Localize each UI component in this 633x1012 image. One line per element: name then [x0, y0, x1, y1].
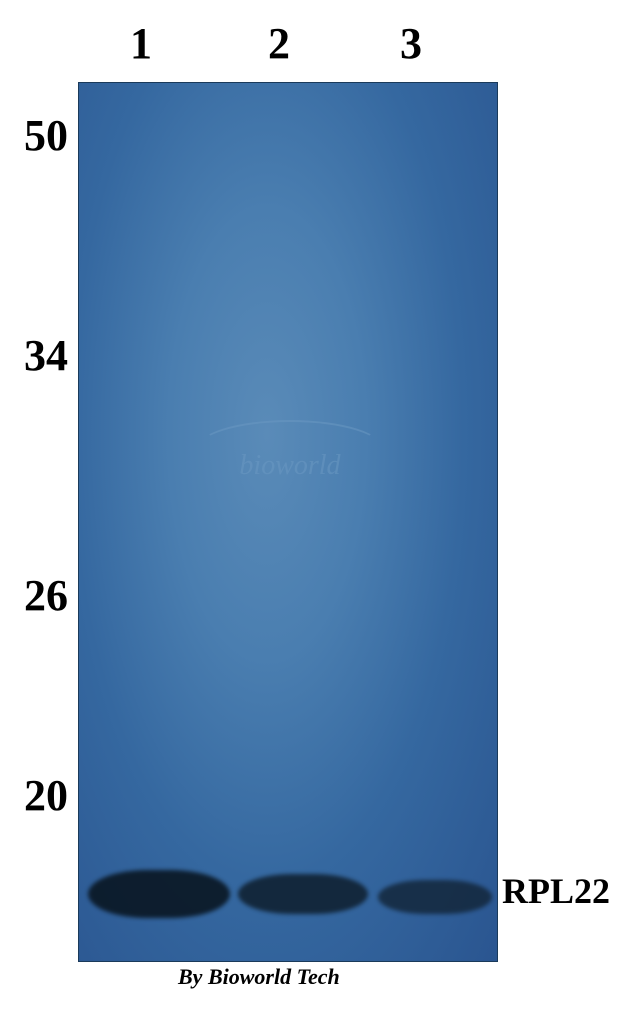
- attribution-text: By Bioworld Tech: [178, 964, 340, 990]
- mw-marker-50: 50: [8, 110, 68, 161]
- mw-marker-26: 26: [8, 570, 68, 621]
- blot-membrane: bioworld: [78, 82, 498, 962]
- band-lane-3: [378, 880, 492, 914]
- western-blot-figure: 1 2 3 50 34 26 20 bioworld RPL22 By Biow…: [0, 0, 633, 1012]
- band-lane-1: [88, 870, 230, 918]
- lane-label-2: 2: [268, 18, 290, 69]
- protein-label: RPL22: [502, 870, 610, 912]
- lane-label-3: 3: [400, 18, 422, 69]
- mw-marker-20: 20: [8, 770, 68, 821]
- blot-background: [78, 82, 498, 962]
- lane-label-1: 1: [130, 18, 152, 69]
- mw-marker-34: 34: [8, 330, 68, 381]
- band-lane-2: [238, 874, 368, 914]
